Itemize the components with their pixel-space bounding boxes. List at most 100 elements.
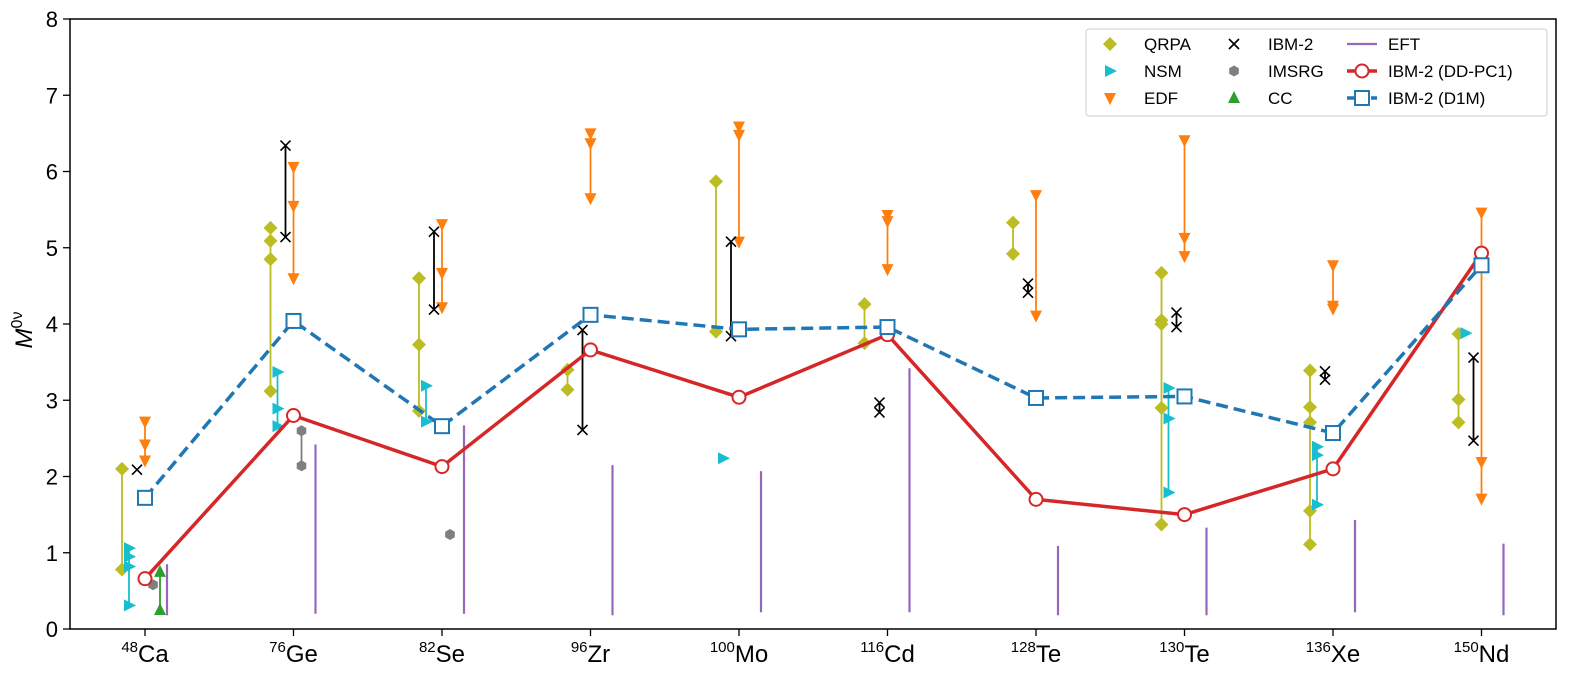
point-edf-96zr-1 <box>584 138 597 151</box>
x-tick-label-element: Ge <box>286 641 318 668</box>
point-ibm-2-d1m-130te <box>1176 388 1193 405</box>
point-ibm-2-116cd-0-stroke-b <box>873 396 886 409</box>
point-edf-82se-1 <box>436 267 448 280</box>
point-nsm-130te-2 <box>1163 486 1176 499</box>
point-ibm-2-76ge-0 <box>279 140 292 152</box>
point-edf-150nd-1 <box>1475 457 1488 470</box>
point-nsm-82se-1 <box>421 415 433 428</box>
point-ibm-2-136xe-0-stroke-b <box>1319 365 1331 377</box>
point-ibm-2-82se-0 <box>428 226 440 238</box>
point-ibm-2-76ge-1 <box>279 231 292 243</box>
y-axis-label: M0ν <box>9 312 38 349</box>
point-edf-100mo-1 <box>733 129 745 142</box>
x-tick-label-element: Nd <box>1479 641 1510 668</box>
point-qrpa-128te-0 <box>1006 215 1020 230</box>
point-nsm-130te-1 <box>1163 412 1176 425</box>
point-ibm-2-96zr-1 <box>576 424 589 436</box>
x-tick-label-96zr: 96Zr <box>571 639 610 668</box>
point-qrpa-100mo-0 <box>709 174 723 189</box>
point-nsm-136xe-2 <box>1312 498 1324 511</box>
point-ibm-2-d1m-48ca <box>137 489 153 506</box>
point-ibm-2-d1m-128te <box>1028 389 1044 406</box>
point-nsm-76ge-0 <box>272 366 285 379</box>
point-qrpa-150nd-2 <box>1451 415 1466 430</box>
legend-item-ibm-2: IBM-2 <box>1228 35 1313 54</box>
x-tick-label-136xe: 136Xe <box>1306 639 1360 668</box>
series-cc <box>154 564 166 615</box>
point-cc-48ca-1 <box>154 602 166 615</box>
x-tick-label-130te: 130Te <box>1159 639 1209 668</box>
point-qrpa-116cd-0 <box>857 297 872 312</box>
point-ibm-2-150nd-1 <box>1467 435 1480 447</box>
x-tick-label-82se: 82Se <box>419 639 465 668</box>
x-tick-label-mass: 48 <box>121 639 138 656</box>
point-ibm-2-116cd-0 <box>873 396 886 409</box>
point-edf-96zr-0 <box>584 128 597 141</box>
point-qrpa-128te-1 <box>1006 246 1020 261</box>
point-ibm-2-dd-pc1-100mo <box>731 389 747 405</box>
point-edf-100mo-2 <box>733 236 745 249</box>
legend-swatch-qrpa <box>1103 37 1117 51</box>
x-tick-label-element: Te <box>1184 641 1209 668</box>
y-tick-label-2: 2 <box>46 465 58 490</box>
point-imsrg-76ge-0 <box>296 425 307 437</box>
point-qrpa-136xe-4 <box>1303 537 1317 552</box>
legend-swatch-ibm-2-stroke-b <box>1228 38 1240 50</box>
legend-swatch-edf <box>1104 93 1116 105</box>
point-edf-130te-2 <box>1178 251 1191 264</box>
x-tick-label-mass: 130 <box>1159 639 1184 656</box>
legend-label-cc: CC <box>1268 89 1293 108</box>
point-ibm-2-dd-pc1-130te <box>1177 507 1192 523</box>
point-qrpa-76ge-3 <box>263 384 278 399</box>
point-ibm-2-128te-1 <box>1022 287 1034 299</box>
point-ibm-2-150nd-0-stroke-b <box>1467 351 1480 364</box>
point-qrpa-130te-4 <box>1154 517 1169 532</box>
point-ibm-2-48ca-0-stroke-b <box>131 464 143 476</box>
point-nsm-48ca-0 <box>124 542 136 555</box>
line-ibm-2-d1m <box>143 264 1483 499</box>
legend-swatch-ibm-2 <box>1228 38 1240 50</box>
point-ibm-2-96zr-0-stroke-b <box>576 324 589 336</box>
point-ibm-2-136xe-1-stroke-b <box>1319 374 1331 386</box>
x-tick-label-mass: 116 <box>860 639 884 656</box>
point-edf-100mo-0 <box>733 121 745 134</box>
point-ibm-2-150nd-0 <box>1467 351 1480 364</box>
y-axis-label-sup: 0ν <box>9 312 26 329</box>
point-nsm-150nd-0 <box>1460 327 1473 340</box>
point-nsm-76ge-1 <box>272 402 285 415</box>
legend-label-ibm-2-dd-pc1: IBM-2 (DD-PC1) <box>1388 62 1513 81</box>
point-ibm-2-128te-0 <box>1022 278 1034 290</box>
point-edf-150nd-0 <box>1475 207 1488 220</box>
legend-label-eft: EFT <box>1388 35 1420 54</box>
x-tick-label-mass: 150 <box>1454 639 1479 656</box>
x-tick-label-element: Zr <box>588 641 611 668</box>
x-tick-label-mass: 136 <box>1306 639 1331 656</box>
legend-label-imsrg: IMSRG <box>1268 62 1324 81</box>
legend-label-ibm-2: IBM-2 <box>1268 35 1313 54</box>
point-ibm-2-76ge-1-stroke-b <box>279 231 292 243</box>
point-ibm-2-96zr-1-stroke-b <box>576 424 589 436</box>
point-edf-48ca-1 <box>139 439 151 452</box>
point-ibm-2-d1m-76ge <box>285 312 302 329</box>
point-ibm-2-130te-1 <box>1170 321 1183 333</box>
point-edf-128te-1 <box>1030 310 1042 323</box>
point-ibm-2-dd-pc1-82se <box>434 459 450 475</box>
series-ibm-2-d1m <box>137 257 1490 506</box>
point-ibm-2-dd-pc1-48ca <box>137 571 153 587</box>
point-qrpa-76ge-1 <box>263 233 278 248</box>
x-tick-label-mass: 96 <box>571 639 588 656</box>
x-tick-label-100mo: 100Mo <box>710 639 768 668</box>
legend-label-nsm: NSM <box>1144 62 1182 81</box>
point-ibm-2-82se-1 <box>428 303 440 316</box>
series-qrpa <box>115 174 1466 577</box>
y-tick-label-0: 0 <box>46 617 58 642</box>
legend-item-nsm: NSM <box>1105 62 1182 81</box>
point-qrpa-130te-2 <box>1154 317 1169 331</box>
point-edf-116cd-0 <box>881 209 894 222</box>
y-axis-label-base: M <box>11 328 38 348</box>
legend-box <box>1085 28 1548 117</box>
legend-swatch-nsm <box>1105 65 1117 77</box>
point-ibm-2-dd-pc1-128te <box>1028 491 1044 507</box>
x-axis: 48Ca 76Ge 82Se 96Zr 100Mo 116Cd 128Te 130Te 136X… <box>121 629 1509 668</box>
